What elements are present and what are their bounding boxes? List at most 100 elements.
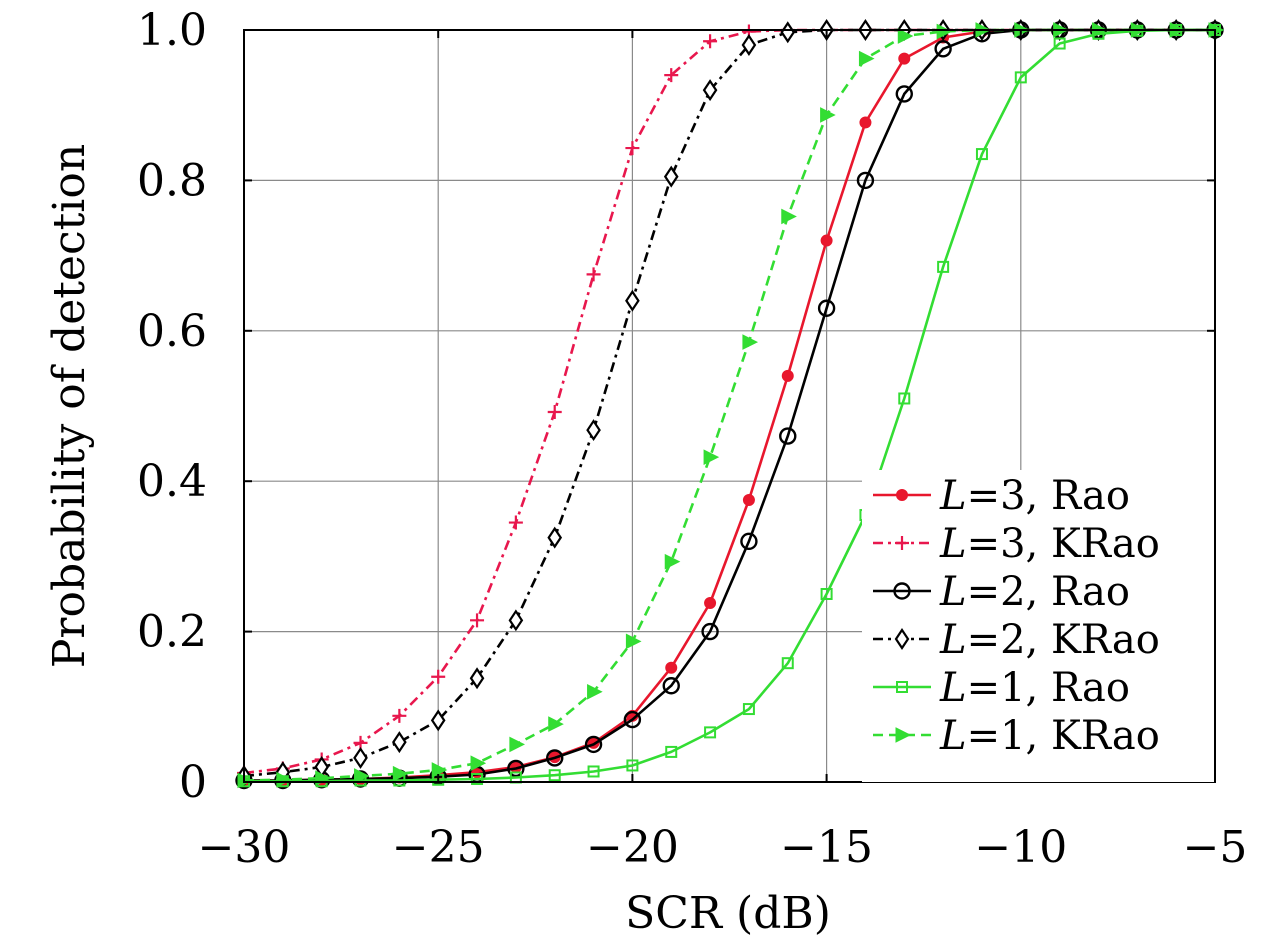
y-tick-label: 0.2 [137,607,207,658]
legend-label-text: =2, Rao [967,569,1130,615]
data-point-open-diamond [625,289,640,312]
data-point-open-circle [546,749,564,767]
x-axis-title: SCR (dB) [625,888,831,939]
data-point-filled-circle [820,234,833,247]
data-point-filled-triangle [742,334,759,350]
data-point-open-diamond [469,667,485,690]
data-point-open-square [896,681,908,693]
legend-entry-3: L=2, Rao [873,569,1130,615]
legend-label-variable: L [939,713,967,759]
legend-background [862,470,1214,782]
data-point-open-diamond [508,609,524,632]
legend-label-variable: L [939,617,967,663]
data-point-filled-triangle [392,765,409,782]
data-point-filled-circle [859,116,872,129]
legend-label: L=1, KRao [939,713,1160,759]
data-point-plus [508,515,523,530]
data-point-plus [895,536,909,550]
data-point-plus [470,613,485,628]
legend-entry-6: L=1, KRao [873,713,1160,759]
data-point-open-square [937,260,950,273]
data-point-filled-triangle [703,449,720,465]
data-point-filled-circle [704,597,717,610]
legend-entry-1: L=3, Rao [873,473,1130,519]
data-point-open-square [742,703,755,716]
data-point-filled-triangle [781,208,797,225]
data-point-open-square [665,745,678,758]
data-point-open-circle [584,735,603,754]
data-point-open-square [626,759,639,772]
x-tick-label: −20 [586,822,679,873]
data-point-open-square [975,148,988,161]
data-point-open-circle [779,427,797,445]
data-point-open-circle [507,759,525,778]
legend-label-text: =1, Rao [967,665,1130,711]
data-point-open-square [1014,71,1027,84]
data-point-open-circle [895,85,913,103]
data-point-plus [586,267,601,282]
data-point-open-square [587,765,600,778]
legend-label-variable: L [939,665,967,711]
plot-frame [243,29,1216,783]
data-point-open-circle [701,622,719,641]
data-point-filled-circle [742,494,755,506]
data-point-open-diamond [430,709,446,732]
data-point-open-diamond [547,526,563,549]
data-point-open-circle [817,299,836,317]
legend-label: L=2, KRao [939,617,1160,663]
legend-label: L=3, KRao [939,521,1160,567]
data-point-filled-circle [781,369,794,382]
legend-entry-2: L=3, KRao [873,521,1160,567]
series-6 [237,22,1225,789]
x-tick-label: −25 [392,822,485,873]
data-point-filled-triangle [858,50,875,67]
legend-entry-4: L=2, KRao [873,617,1160,663]
data-point-open-square [898,392,911,405]
x-tick-label: −5 [1183,822,1248,873]
data-point-plus [392,708,407,723]
legend-label-variable: L [939,521,967,567]
data-point-open-diamond [894,628,910,650]
data-point-filled-circle [665,661,678,674]
legend-entry-5: L=1, Rao [873,665,1130,711]
legend-label-text: =3, KRao [967,521,1160,567]
data-point-plus [664,68,679,83]
data-point-open-diamond [353,746,368,769]
data-point-filled-circle [898,52,911,65]
legend-label-text: =3, Rao [967,473,1130,519]
data-point-filled-triangle [354,768,370,784]
legend-label: L=3, Rao [939,473,1130,519]
legend-label-variable: L [939,569,967,615]
y-tick-label: 0.4 [137,456,207,507]
y-tick-label: 1.0 [137,5,207,56]
data-point-plus [547,405,562,420]
data-point-filled-triangle [936,23,953,40]
data-point-open-square [548,769,561,782]
legend-label: L=1, Rao [939,665,1130,711]
data-point-open-circle [623,710,642,729]
data-point-open-circle [740,532,758,551]
data-point-open-square [781,657,794,670]
data-point-open-diamond [741,34,757,57]
legend-label-variable: L [939,473,967,519]
data-point-open-diamond [663,165,679,188]
data-point-filled-triangle [625,633,642,650]
data-point-open-diamond [586,419,601,442]
data-point-filled-triangle [276,771,292,788]
data-point-plus [703,34,718,49]
data-point-open-square [471,772,484,785]
data-point-filled-triangle [470,755,487,772]
data-point-filled-circle [896,489,908,501]
legend-label: L=2, Rao [939,569,1130,615]
data-point-filled-triangle [895,727,912,743]
y-tick-label: 0.8 [137,155,207,206]
data-point-open-circle [934,40,952,58]
y-axis-title: Probability of detection [44,144,95,668]
y-tick-label: 0 [179,757,207,808]
data-point-open-diamond [702,79,718,102]
legend-label-text: =1, KRao [967,713,1160,759]
series-line-4 [243,28,1215,778]
data-point-open-circle [893,582,911,600]
